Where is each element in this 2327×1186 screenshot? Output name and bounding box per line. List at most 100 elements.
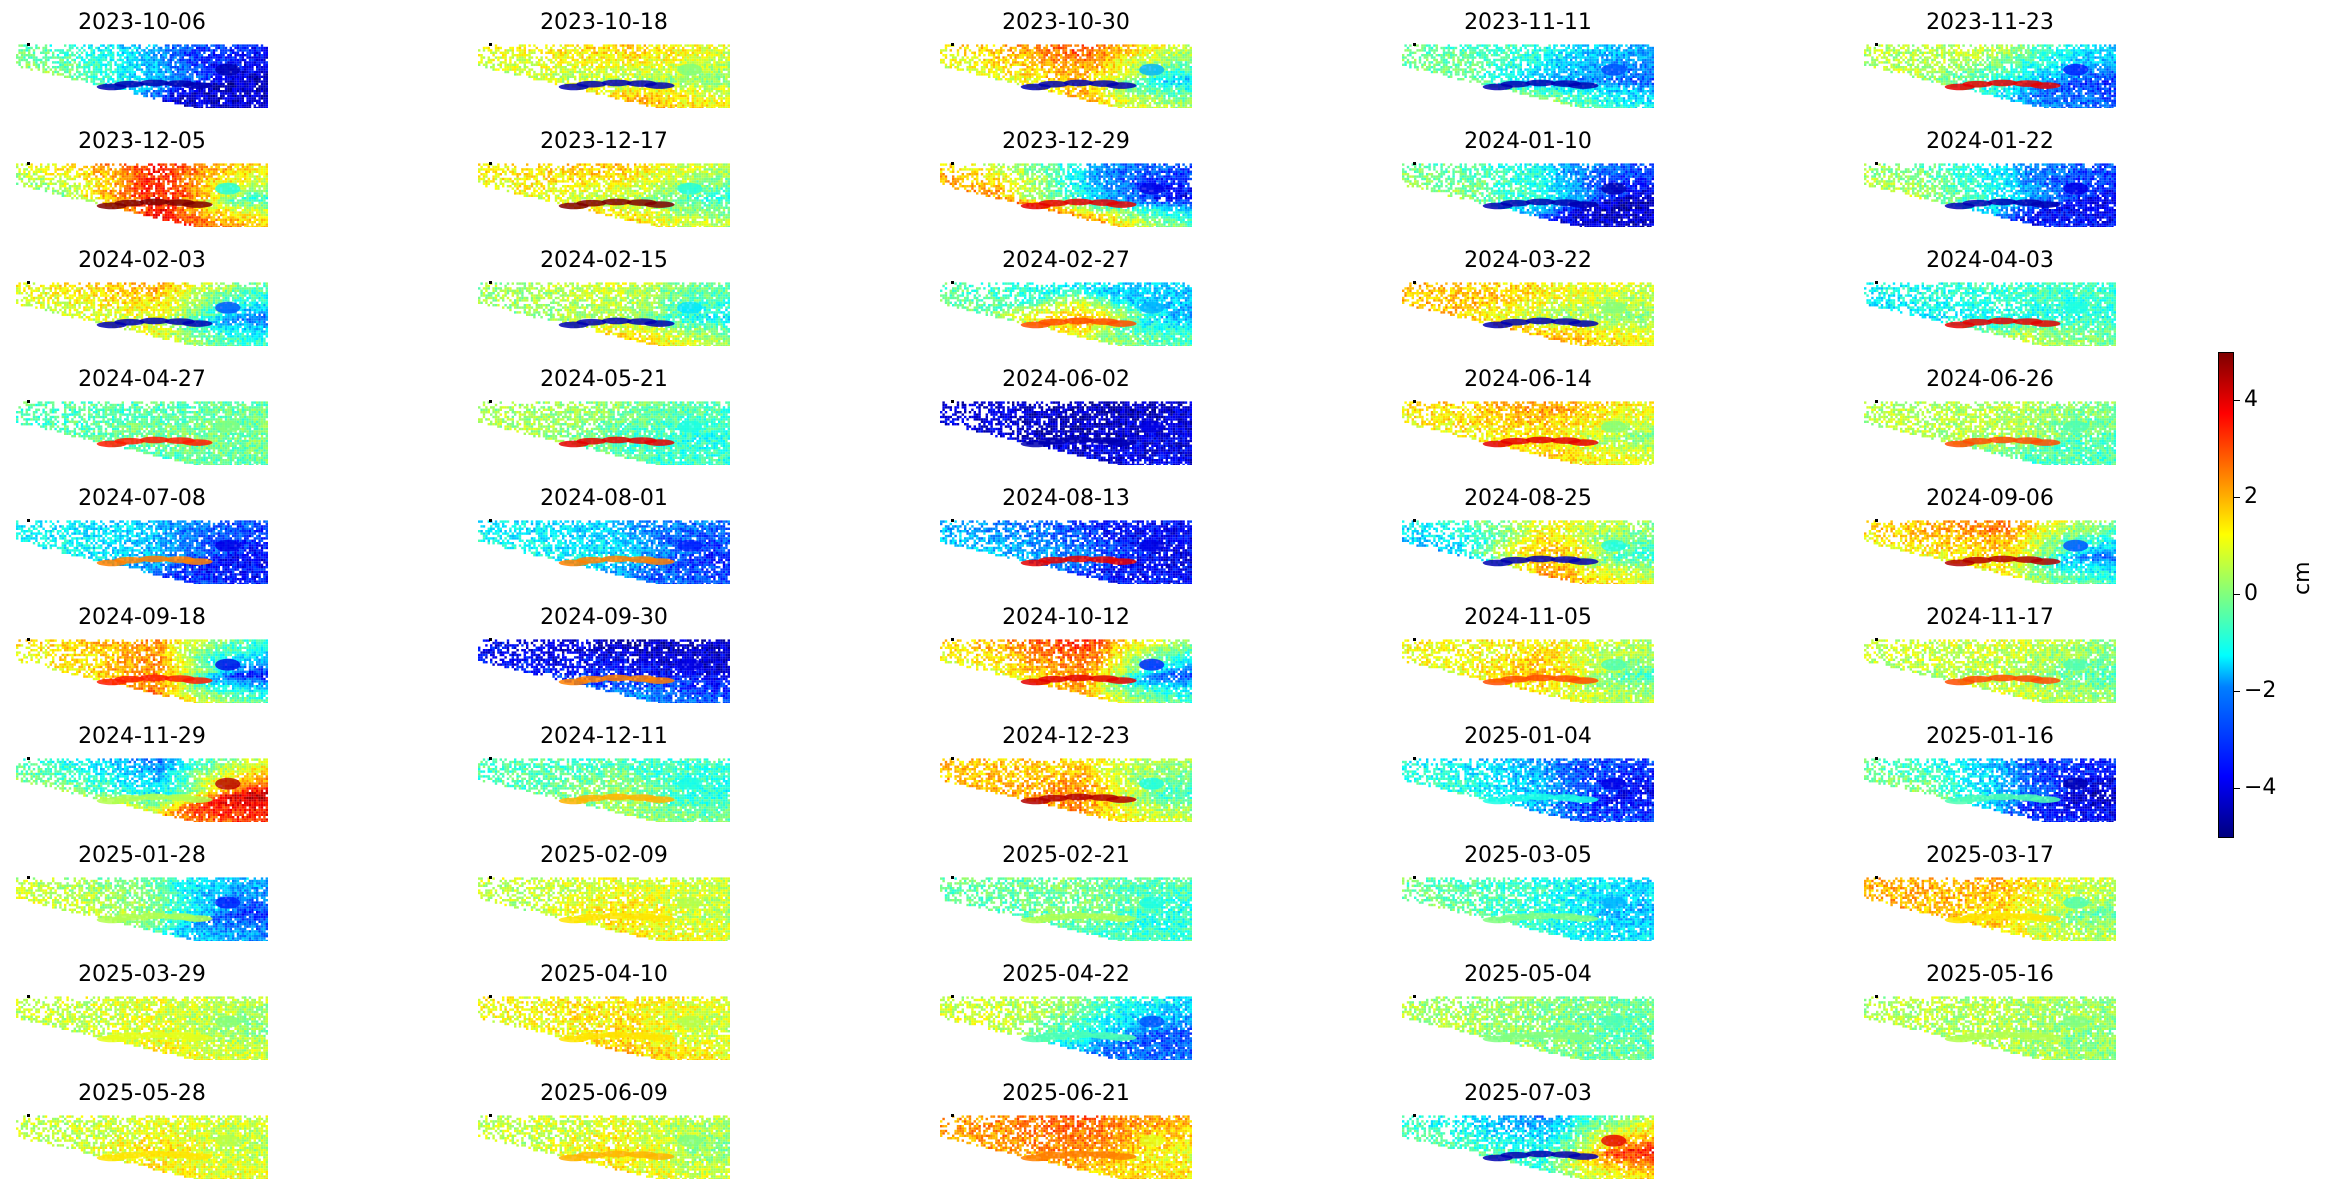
- pixel: [76, 71, 78, 73]
- pixel: [670, 54, 672, 56]
- pixel: [1070, 71, 1072, 73]
- pixel: [184, 76, 186, 78]
- pixel: [1060, 61, 1062, 63]
- pixel: [1038, 78, 1040, 80]
- pixel: [1010, 56, 1012, 58]
- pixel: [234, 88, 236, 90]
- pixel: [177, 66, 179, 68]
- pixel: [526, 59, 528, 61]
- pixel: [162, 95, 164, 97]
- pixel: [131, 66, 133, 68]
- pixel: [1118, 95, 1120, 97]
- pixel: [528, 59, 530, 61]
- pixel: [1014, 49, 1016, 51]
- pixel: [1125, 61, 1127, 63]
- pixel: [83, 49, 85, 51]
- pixel: [146, 92, 148, 94]
- pixel: [648, 92, 650, 94]
- pixel: [1144, 61, 1146, 63]
- pixel: [110, 66, 112, 68]
- pixel: [201, 66, 203, 68]
- pixel: [98, 83, 100, 85]
- pixel: [1101, 78, 1103, 80]
- pixel: [620, 59, 622, 61]
- pixel: [1072, 54, 1074, 56]
- pixel: [122, 54, 124, 56]
- pixel: [696, 59, 698, 61]
- pixel: [672, 56, 674, 58]
- pixel: [170, 92, 172, 94]
- pixel: [622, 56, 624, 58]
- pixel: [198, 66, 200, 68]
- pixel: [964, 49, 966, 51]
- pixel: [680, 95, 682, 97]
- pixel: [1146, 54, 1148, 56]
- pixel: [528, 73, 530, 75]
- pixel: [167, 47, 169, 49]
- pixel: [1125, 76, 1127, 78]
- pixel: [567, 49, 569, 51]
- pixel: [1130, 44, 1132, 46]
- pixel: [651, 95, 653, 97]
- pixel: [210, 66, 212, 68]
- pixel: [1108, 78, 1110, 80]
- pixel: [995, 56, 997, 58]
- pixel: [218, 44, 220, 46]
- pixel: [1178, 59, 1180, 61]
- pixel: [210, 54, 212, 56]
- pixel: [177, 54, 179, 56]
- pixel: [528, 56, 530, 58]
- pixel: [531, 68, 533, 70]
- pixel: [598, 49, 600, 51]
- pixel: [706, 73, 708, 75]
- pixel: [28, 66, 30, 68]
- pixel: [617, 71, 619, 73]
- pixel: [78, 49, 80, 51]
- pixel: [648, 73, 650, 75]
- pixel: [665, 71, 667, 73]
- pixel: [239, 47, 241, 49]
- pixel: [983, 66, 985, 68]
- pixel: [246, 52, 248, 54]
- pixel: [670, 64, 672, 66]
- pixel: [564, 66, 566, 68]
- pixel: [234, 100, 236, 102]
- reference-point: [27, 43, 30, 46]
- pixel: [687, 59, 689, 61]
- pixel: [555, 83, 557, 85]
- pixel: [1154, 49, 1156, 51]
- pixel: [1151, 85, 1153, 87]
- pixel: [215, 100, 217, 102]
- pixel: [524, 66, 526, 68]
- pixel: [1144, 76, 1146, 78]
- pixel: [1182, 85, 1184, 87]
- pixel: [1103, 44, 1105, 46]
- pixel: [1096, 90, 1098, 92]
- pixel: [689, 49, 691, 51]
- pixel: [170, 73, 172, 75]
- pixel: [105, 76, 107, 78]
- pixel: [167, 90, 169, 92]
- pixel: [1058, 78, 1060, 80]
- pixel: [651, 49, 653, 51]
- pixel: [1173, 83, 1175, 85]
- pixel: [33, 49, 35, 51]
- pixel: [182, 66, 184, 68]
- pixel: [684, 49, 686, 51]
- pixel: [555, 78, 557, 80]
- panel-date-title: 2023-10-06: [16, 8, 268, 38]
- pixel: [627, 95, 629, 97]
- pixel: [1043, 56, 1045, 58]
- pixel: [1125, 56, 1127, 58]
- pixel: [1142, 47, 1144, 49]
- pixel: [1118, 78, 1120, 80]
- pixel: [69, 54, 71, 56]
- pixel: [237, 95, 239, 97]
- pixel: [1072, 68, 1074, 70]
- pixel: [148, 73, 150, 75]
- pixel: [179, 44, 181, 46]
- pixel: [682, 85, 684, 87]
- pixel: [660, 64, 662, 66]
- pixel: [668, 102, 670, 104]
- pixel: [1002, 68, 1004, 70]
